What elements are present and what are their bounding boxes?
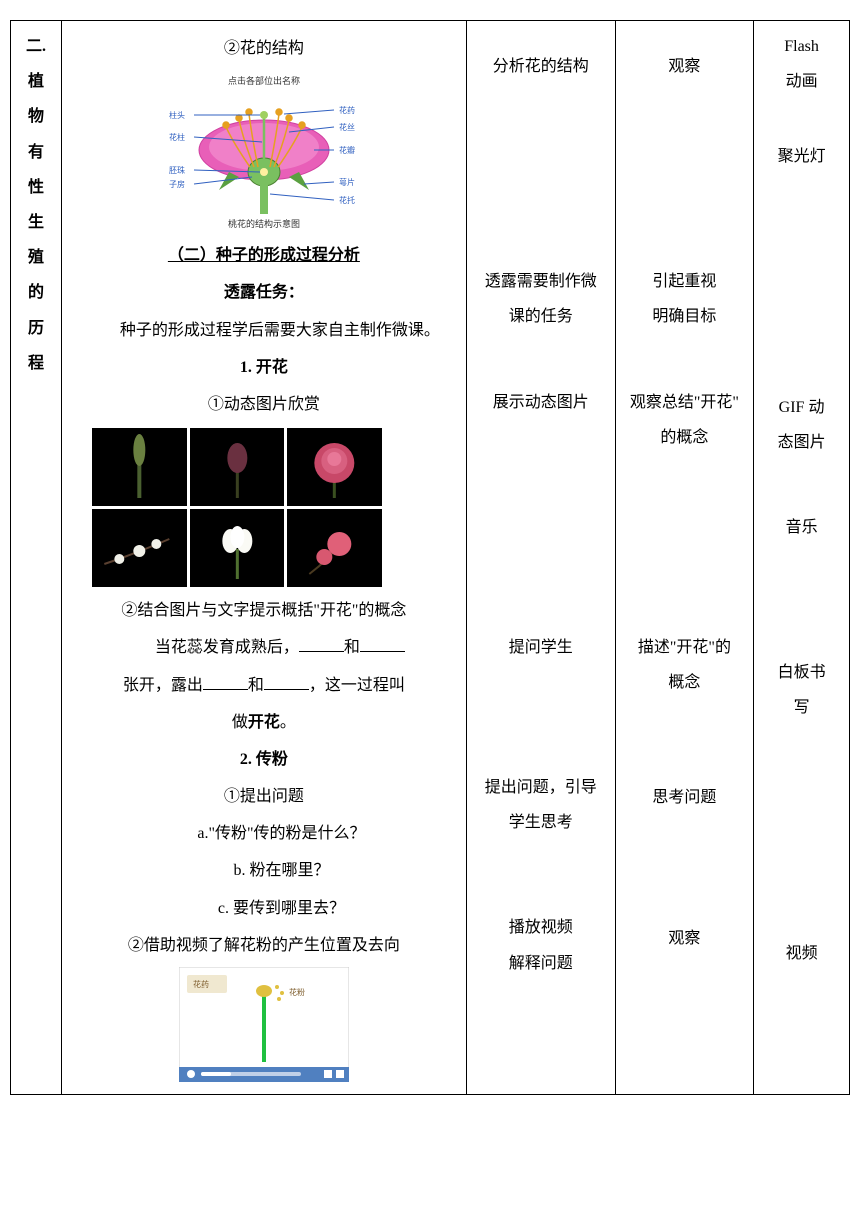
diagram-top-title: 点击各部位出名称: [228, 75, 300, 86]
blank-3[interactable]: [203, 674, 248, 690]
fill-blank-line1: 当花蕊发育成熟后，和: [68, 630, 460, 665]
svg-text:花柱: 花柱: [169, 132, 185, 142]
media-c4a: 白板书: [760, 655, 843, 690]
teacher-c5a: 提出问题，引导: [473, 770, 609, 805]
photo-bud-green: [92, 428, 187, 506]
left-section-label: 二. 植 物 有 性 生 殖 的 历 程: [11, 21, 62, 1095]
section-number: 二.: [17, 29, 55, 64]
question-b: b. 粉在哪里？: [68, 853, 460, 888]
media-c6: 视频: [760, 936, 843, 971]
fill-blank-line3: 做开花。: [68, 705, 460, 740]
teacher-activity-column: 分析花的结构 透露需要制作微 课的任务 展示动态图片 提问学生 提出问题，引导 …: [466, 21, 615, 1095]
teacher-c3: 展示动态图片: [473, 385, 609, 420]
question-c: c. 要传到哪里去？: [68, 891, 460, 926]
photo-bud-dark: [190, 428, 285, 506]
lesson-plan-table: 二. 植 物 有 性 生 殖 的 历 程 ②花的结构 点击各部位出名称: [10, 20, 850, 1095]
media-c3c: 音乐: [760, 510, 843, 545]
teacher-c1: 分析花的结构: [473, 49, 609, 84]
student-c4b: 概念: [622, 665, 747, 700]
flower-structure-diagram: 点击各部位出名称: [134, 72, 394, 232]
student-c4a: 描述"开花"的: [622, 630, 747, 665]
flower-photo-grid: [92, 428, 382, 587]
svg-text:花丝: 花丝: [339, 122, 355, 132]
teacher-c6b: 解释问题: [473, 946, 609, 981]
student-activity-column: 观察 引起重视 明确目标 观察总结"开花" 的概念 描述"开花"的 概念 思考问…: [615, 21, 753, 1095]
heading-1-sub1: ①动态图片欣赏: [68, 387, 460, 422]
teacher-c6a: 播放视频: [473, 910, 609, 945]
media-c1b: 动画: [760, 64, 843, 99]
heading-2: 2. 传粉: [68, 742, 460, 777]
teacher-c4: 提问学生: [473, 630, 609, 665]
blank-1[interactable]: [299, 636, 344, 652]
svg-text:子房: 子房: [169, 179, 185, 189]
media-column: Flash 动画 聚光灯 GIF 动 态图片 音乐 白板书 写 视频: [754, 21, 850, 1095]
svg-text:柱头: 柱头: [169, 110, 185, 120]
section-number-title: 二. 植 物 有 性 生 殖 的 历 程: [17, 29, 55, 381]
heading-2-sub1: ①提出问题: [68, 779, 460, 814]
fill-blank-line2: 张开，露出和，这一过程叫: [68, 668, 460, 703]
question-a: a."传粉"传的粉是什么？: [68, 816, 460, 851]
media-c1c: 聚光灯: [760, 139, 843, 174]
photo-branch-white: [92, 509, 187, 587]
heading-1: 1. 开花: [68, 350, 460, 385]
student-c5: 思考问题: [622, 780, 747, 815]
student-c3b: 的概念: [622, 420, 747, 455]
svg-text:胚珠: 胚珠: [169, 165, 185, 175]
svg-text:花药: 花药: [339, 105, 355, 115]
teacher-c2b: 课的任务: [473, 299, 609, 334]
task-text: 种子的形成过程学后需要大家自主制作微课。: [68, 313, 460, 348]
section-2-title: （二）种子的形成过程分析: [68, 238, 460, 273]
heading-1-sub2: ②结合图片与文字提示概括"开花"的概念: [68, 593, 460, 628]
flower-structure-heading: ②花的结构: [68, 31, 460, 66]
task-label: 透露任务：: [68, 275, 460, 310]
media-c4b: 写: [760, 690, 843, 725]
media-c1a: Flash: [760, 29, 843, 64]
diagram-bottom-title: 桃花的结构示意图: [228, 218, 300, 229]
student-c6: 观察: [622, 921, 747, 956]
svg-text:花托: 花托: [339, 195, 355, 205]
svg-text:花瓣: 花瓣: [339, 145, 355, 155]
student-c2b: 明确目标: [622, 299, 747, 334]
svg-text:萼片: 萼片: [339, 177, 355, 187]
blank-4[interactable]: [264, 674, 309, 690]
student-c2a: 引起重视: [622, 264, 747, 299]
photo-freesia: [190, 509, 285, 587]
content-column: ②花的结构 点击各部位出名称: [62, 21, 467, 1095]
heading-2-sub2: ②借助视频了解花粉的产生位置及去向: [68, 928, 460, 963]
media-c3b: 态图片: [760, 425, 843, 460]
svg-text:花粉: 花粉: [289, 987, 305, 997]
student-c3a: 观察总结"开花": [622, 385, 747, 420]
teacher-c2a: 透露需要制作微: [473, 264, 609, 299]
video-thumbnail: 花药 花粉: [179, 967, 349, 1082]
blank-2[interactable]: [360, 636, 405, 652]
svg-text:花药: 花药: [193, 979, 209, 989]
media-c3a: GIF 动: [760, 390, 843, 425]
photo-rose: [287, 428, 382, 506]
student-c1: 观察: [622, 49, 747, 84]
photo-blossom-pink: [287, 509, 382, 587]
teacher-c5b: 学生思考: [473, 805, 609, 840]
